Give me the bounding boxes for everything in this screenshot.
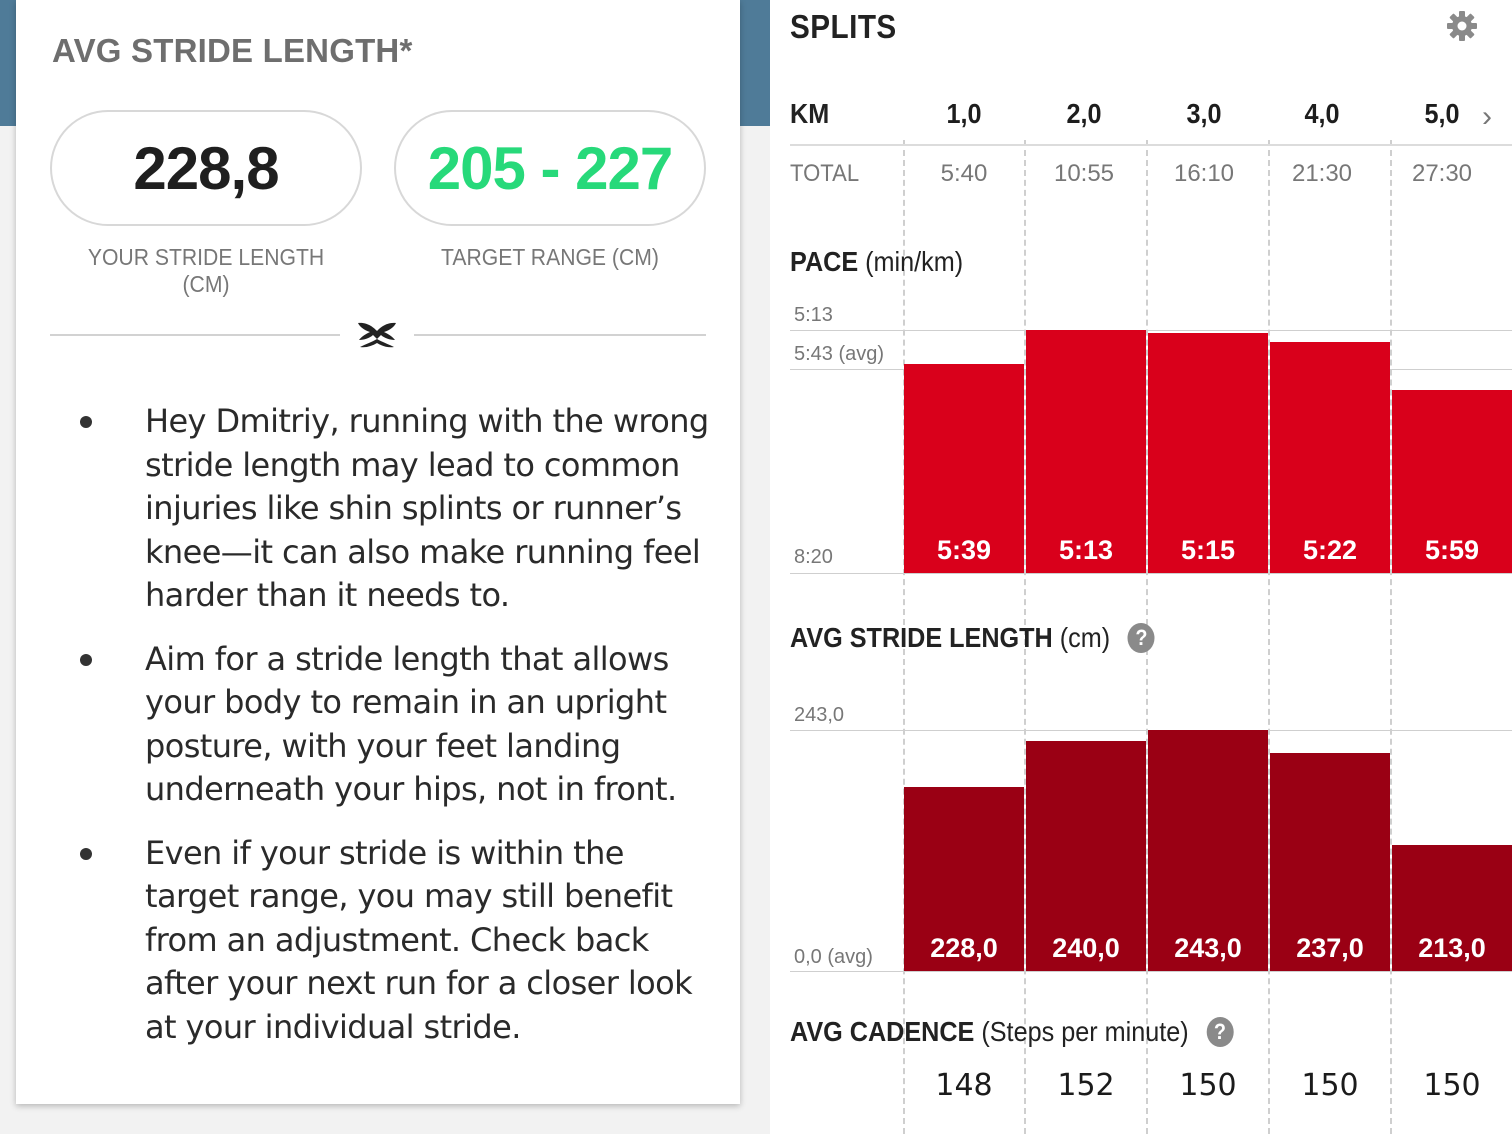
pace-bar-label: 5:13 (1058, 535, 1114, 565)
stride-title-text: AVG STRIDE LENGTH (790, 622, 1053, 653)
target-range-label: TARGET RANGE (CM) (441, 244, 659, 270)
stride-bar-label: 237,0 (1296, 933, 1364, 963)
column-divider (1390, 140, 1392, 1134)
pace-unit: (min/km) (865, 246, 964, 277)
stride-bar (904, 787, 1024, 971)
cadence-value: 150 (1179, 1068, 1237, 1103)
tip-text: Even if your stride is within the target… (145, 833, 693, 1046)
gear-icon[interactable] (1446, 10, 1478, 42)
pace-baseline (790, 573, 1512, 574)
header-divider (790, 144, 1512, 146)
total-value: 10:55 (1053, 160, 1115, 187)
pace-bar (904, 363, 1024, 573)
km-value: 4,0 (1304, 98, 1340, 129)
cadence-value: 150 (1301, 1068, 1359, 1103)
stride-bar-label: 228,0 (930, 933, 998, 963)
bullet-dot (80, 653, 92, 666)
list-item: Hey Dmitriy, running with the wrong stri… (16, 400, 740, 618)
stride-bar-label: 213,0 (1418, 933, 1486, 963)
target-range-value: 205 - 227 (394, 110, 706, 226)
cadence-value: 152 (1057, 1068, 1115, 1103)
stride-axis-bottom: 0,0 (avg) (794, 946, 873, 968)
stride-baseline (790, 971, 1512, 972)
cadence-unit: (Steps per minute) (981, 1016, 1189, 1047)
pace-axis-bottom: 8:20 (794, 546, 833, 568)
pace-bar (1026, 330, 1146, 573)
km-value: 5,0 (1424, 98, 1460, 129)
stride-title: AVG STRIDE LENGTH (cm) ? (790, 622, 1155, 654)
total-label: TOTAL (790, 160, 860, 187)
pace-bar-label: 5:22 (1302, 535, 1358, 565)
cadence-value: 148 (935, 1068, 993, 1103)
km-value: 3,0 (1186, 98, 1222, 129)
column-divider (1268, 140, 1270, 1134)
stride-info-card: AVG STRIDE LENGTH* 228,8 205 - 227 YOUR … (16, 0, 740, 1104)
stride-bar-label: 240,0 (1052, 933, 1120, 963)
stride-unit: (cm) (1059, 622, 1111, 653)
chevron-right-icon[interactable]: › (1482, 100, 1492, 133)
pace-bar-label: 5:15 (1180, 535, 1236, 565)
stride-axis-top: 243,0 (794, 704, 845, 726)
pace-bar (1392, 389, 1512, 573)
cadence-title-text: AVG CADENCE (790, 1016, 975, 1047)
bullet-dot (80, 847, 92, 860)
total-value: 16:10 (1173, 160, 1235, 187)
splits-panel: SPLITS KM 1,0 2,0 3,0 4,0 5,0 › TOTAL 5:… (770, 0, 1512, 1134)
column-divider (1024, 140, 1026, 1134)
pace-bar (1148, 332, 1268, 573)
total-value: 27:30 (1411, 160, 1473, 187)
your-stride-value: 228,8 (50, 110, 362, 226)
pace-bar-label: 5:39 (936, 535, 992, 565)
stride-bar (1026, 741, 1146, 971)
help-icon[interactable]: ? (1206, 1017, 1234, 1047)
under-armour-logo-icon (358, 322, 396, 348)
pace-top-gridline (790, 330, 1512, 331)
list-item: Even if your stride is within the target… (16, 832, 740, 1050)
pace-axis-top: 5:13 (794, 304, 833, 326)
stride-bar (1148, 730, 1268, 971)
card-title: AVG STRIDE LENGTH* (52, 32, 413, 69)
total-value: 21:30 (1291, 160, 1353, 187)
tip-text: Aim for a stride length that allows your… (145, 639, 677, 809)
divider-left (50, 334, 340, 336)
km-label: KM (790, 98, 830, 129)
splits-title: SPLITS (790, 8, 897, 45)
stride-bar-label: 243,0 (1174, 933, 1242, 963)
your-stride-label: YOUR STRIDE LENGTH (CM) (87, 244, 325, 297)
pace-title-text: PACE (790, 246, 859, 277)
stride-bar (1392, 844, 1512, 971)
tips-list: Hey Dmitriy, running with the wrong stri… (16, 400, 740, 1069)
km-value: 2,0 (1066, 98, 1102, 129)
stride-bar (1270, 752, 1390, 971)
pace-title: PACE (min/km) (790, 246, 963, 278)
total-value: 5:40 (940, 160, 988, 187)
list-item: Aim for a stride length that allows your… (16, 638, 740, 812)
cadence-value: 150 (1423, 1068, 1481, 1103)
km-value: 1,0 (946, 98, 982, 129)
column-divider (903, 140, 905, 1134)
tip-text: Hey Dmitriy, running with the wrong stri… (145, 402, 709, 614)
pace-axis-avg: 5:43 (avg) (794, 343, 885, 365)
pace-bar-label: 5:59 (1424, 535, 1480, 565)
divider-right (414, 334, 706, 336)
pace-bar (1270, 341, 1390, 573)
cadence-title: AVG CADENCE (Steps per minute) ? (790, 1016, 1234, 1048)
bullet-dot (80, 416, 92, 428)
help-icon[interactable]: ? (1127, 623, 1155, 653)
